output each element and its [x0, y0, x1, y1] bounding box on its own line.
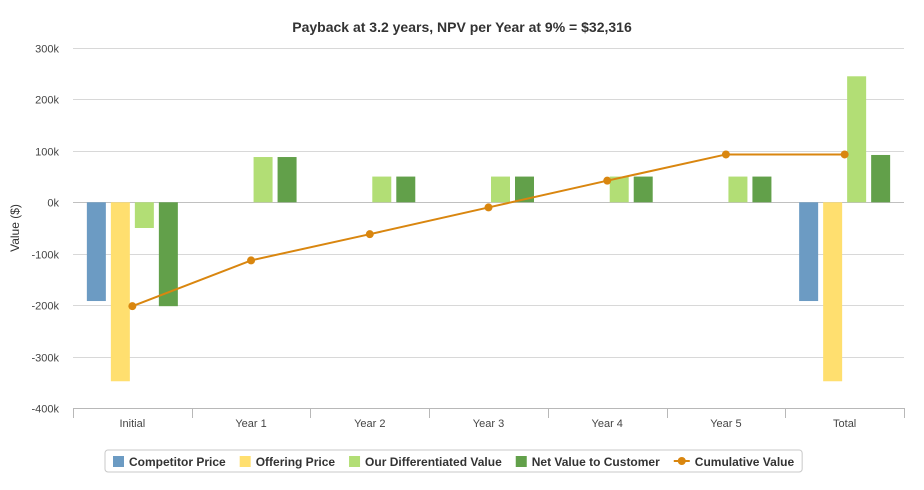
cumulative-value-point[interactable]	[484, 203, 493, 212]
gridlines	[73, 48, 904, 409]
bar-net-value-to-customer[interactable]	[277, 157, 297, 203]
bar-our-differentiated-value[interactable]	[491, 176, 510, 203]
legend-marker-swatch	[677, 457, 686, 465]
legend-label: Offering Price	[256, 455, 336, 469]
bar-net-value-to-customer[interactable]	[752, 176, 772, 203]
x-tick-label: Year 5	[710, 418, 741, 430]
bar-our-differentiated-value[interactable]	[253, 157, 273, 203]
cumulative-line	[128, 150, 849, 311]
y-tick-label: 100k	[35, 147, 59, 159]
y-tick-label: -200k	[31, 301, 59, 313]
legend-swatch	[515, 456, 527, 467]
y-tick-label: 0k	[47, 198, 59, 210]
x-tick-label: Year 4	[592, 418, 623, 430]
legend-label: Net Value to Customer	[532, 455, 660, 469]
legend-swatch	[239, 456, 251, 467]
cumulative-value-point[interactable]	[365, 230, 374, 239]
bar-offering-price[interactable]	[823, 202, 843, 382]
legend-box	[104, 449, 803, 473]
legend-item-competitor-price[interactable]: Competitor Price	[113, 455, 226, 469]
cumulative-value-point[interactable]	[603, 176, 612, 185]
bar-marks	[86, 76, 891, 382]
legend-item-cumulative-value[interactable]: Cumulative Value	[673, 455, 795, 469]
cumulative-value-point[interactable]	[247, 256, 256, 265]
legend[interactable]: Competitor Price Offering Price Our Differ…	[104, 449, 803, 473]
legend-swatch	[349, 456, 361, 467]
legend-item-offering-price[interactable]: Offering Price	[239, 455, 336, 469]
cumulative-value-point[interactable]	[128, 302, 137, 311]
y-tick-label: -400k	[31, 404, 59, 416]
legend-label: Our Differentiated Value	[365, 455, 502, 469]
x-axis: Initial Year 1 Year 2 Year 3 Year 4 Year 5 Tot…	[73, 408, 905, 430]
x-tick-label: Year 2	[354, 418, 385, 430]
legend-item-net-value-to-customer[interactable]: Net Value to Customer	[515, 455, 660, 469]
y-axis-label: Value ($)	[8, 204, 22, 252]
y-tick-label: 300k	[35, 44, 59, 56]
y-tick-label: 200k	[35, 95, 59, 107]
legend-swatch	[113, 456, 124, 467]
bar-our-differentiated-value[interactable]	[372, 176, 392, 203]
chart-title: Payback at 3.2 years, NPV per Year at 9%…	[292, 19, 632, 35]
cumulative-value-point[interactable]	[721, 150, 730, 159]
y-axis-ticks: 300k 200k 100k 0k -100k -200k -300k -400k	[31, 44, 59, 416]
x-tick-label: Initial	[120, 418, 146, 430]
y-tick-label: -300k	[31, 353, 59, 365]
bar-our-differentiated-value[interactable]	[847, 76, 867, 203]
legend-item-our-differentiated-value[interactable]: Our Differentiated Value	[349, 455, 502, 469]
bar-net-value-to-customer[interactable]	[515, 176, 534, 203]
bar-net-value-to-customer[interactable]	[871, 154, 891, 203]
legend-label: Competitor Price	[129, 455, 226, 469]
bar-competitor-price[interactable]	[86, 202, 106, 302]
cumulative-value-point[interactable]	[840, 150, 849, 159]
bar-our-differentiated-value[interactable]	[728, 176, 748, 203]
bar-net-value-to-customer[interactable]	[158, 202, 178, 307]
bar-offering-price[interactable]	[110, 202, 130, 382]
bar-our-differentiated-value[interactable]	[134, 202, 154, 228]
bar-net-value-to-customer[interactable]	[396, 176, 416, 203]
legend-label: Cumulative Value	[695, 455, 795, 469]
bar-competitor-price[interactable]	[799, 202, 819, 302]
x-tick-label: Year 1	[235, 418, 266, 430]
x-tick-label: Year 3	[473, 418, 504, 430]
x-tick-label: Total	[833, 418, 856, 430]
y-tick-label: -100k	[31, 250, 59, 262]
bar-our-differentiated-value[interactable]	[609, 176, 629, 203]
bar-net-value-to-customer[interactable]	[633, 176, 653, 203]
